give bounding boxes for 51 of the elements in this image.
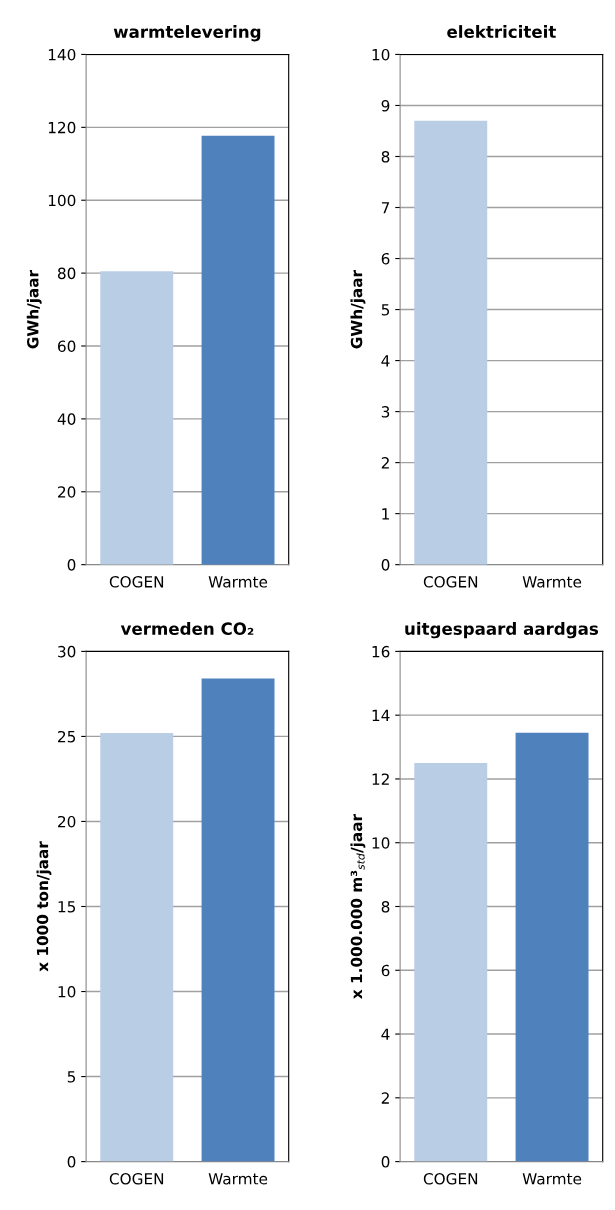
x-tick-label: COGEN: [423, 1172, 478, 1185]
x-tick-label: COGEN: [109, 576, 164, 588]
y-tick-label: 60: [58, 340, 76, 353]
y-tick-label: 0: [67, 559, 76, 571]
y-axis-title: x 1000 ton/jaar: [36, 841, 52, 972]
y-tick-label: 0: [67, 1156, 76, 1168]
y-tick-label: 25: [58, 730, 76, 743]
chart-title: uitgespaard aardgas: [405, 622, 599, 639]
y-tick-label: 16: [372, 645, 390, 658]
y-tick-label: 20: [58, 486, 76, 498]
y-axis-title: GWh/jaar: [26, 269, 42, 349]
y-tick-label: 15: [58, 901, 76, 913]
chart-title: warmtelevering: [113, 25, 261, 42]
x-tick-label: COGEN: [423, 576, 478, 588]
y-tick-label: 10: [372, 837, 390, 849]
y-tick-label: 40: [57, 413, 76, 425]
y-tick-label: 8: [381, 150, 390, 163]
y-tick-label: 80: [57, 267, 76, 280]
y-tick-label: 4: [381, 355, 390, 367]
y-tick-label: 0: [381, 1156, 390, 1168]
chart-title: elektriciteit: [447, 25, 556, 39]
y-tick-label: 5: [381, 304, 390, 316]
y-axis-title: x 1.000.000 m³$_{std}$/jaar: [350, 813, 366, 999]
y-tick-label: 0: [381, 559, 390, 571]
y-tick-label: 12: [372, 773, 389, 785]
y-tick-label: 7: [381, 202, 390, 214]
y-tick-label: 100: [48, 194, 76, 207]
y-tick-label: 2: [381, 457, 389, 469]
y-tick-label: 9: [381, 99, 390, 112]
y-tick-label: 20: [58, 815, 76, 828]
y-tick-label: 3: [381, 406, 390, 418]
chart-title: vermeden CO₂: [120, 622, 254, 635]
y-tick-label: 14: [372, 709, 390, 721]
x-tick-label: Warmte: [522, 1173, 582, 1185]
x-tick-label: Warmte: [208, 576, 268, 588]
x-tick-label: Warmte: [522, 576, 582, 588]
y-tick-label: 5: [67, 1071, 76, 1083]
y-tick-label: 10: [58, 986, 76, 998]
y-tick-label: 140: [48, 48, 76, 61]
y-axis-title: GWh/jaar: [350, 269, 366, 349]
x-tick-label: Warmte: [208, 1173, 268, 1185]
y-tick-label: 2: [381, 1092, 389, 1104]
y-tick-label: 1: [382, 508, 389, 520]
y-tick-label: 8: [381, 900, 390, 913]
y-tick-label: 6: [381, 253, 390, 265]
y-tick-label: 6: [381, 964, 390, 977]
y-tick-label: 30: [58, 645, 76, 658]
y-tick-label: 120: [48, 121, 76, 134]
y-tick-label: 4: [381, 1028, 390, 1040]
y-tick-label: 10: [372, 48, 390, 61]
x-tick-label: COGEN: [109, 1172, 164, 1185]
